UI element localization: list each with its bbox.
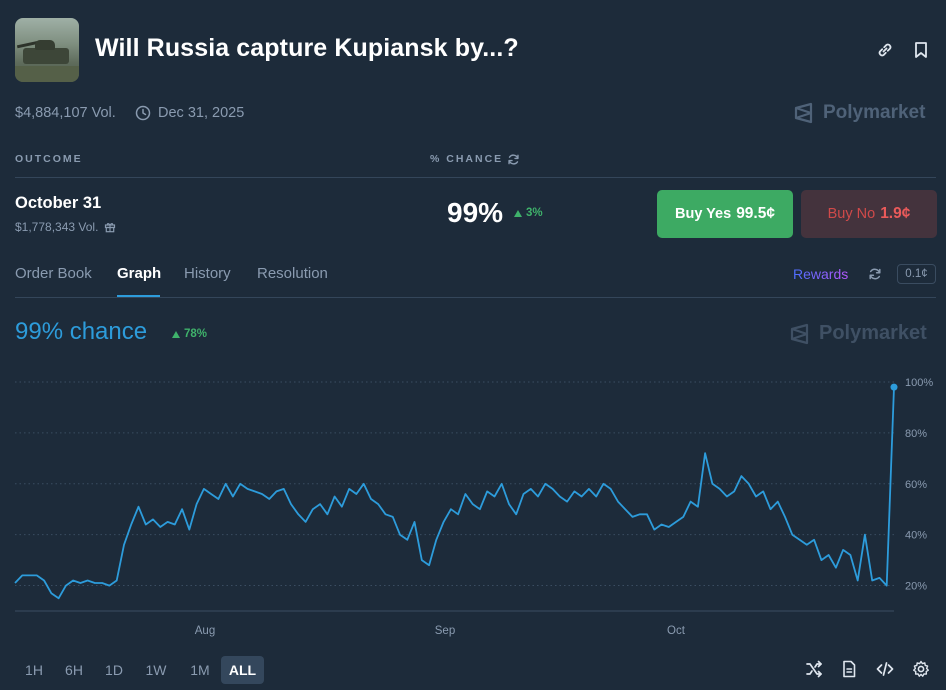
buy-yes-price: 99.5¢ <box>736 205 775 222</box>
polymarket-logo-icon <box>794 102 813 124</box>
table-divider <box>15 177 936 178</box>
tab-history[interactable]: History <box>184 265 231 282</box>
active-tab-indicator <box>117 295 160 297</box>
graph-up-arrow-icon <box>172 330 180 338</box>
market-thumbnail <box>15 18 79 82</box>
watermark-logo-icon <box>790 323 809 344</box>
buy-no-button[interactable]: Buy No 1.9¢ <box>801 190 937 238</box>
outcome-name: October 31 <box>15 194 102 212</box>
chart-x-tick-label: Aug <box>195 625 215 637</box>
chart-last-point <box>890 383 898 391</box>
outcome-volume-row: $1,778,343 Vol. <box>15 220 116 234</box>
chart-y-tick-label: 60% <box>905 479 927 491</box>
polymarket-logo: Polymarket <box>793 102 925 124</box>
chart-x-tick-label: Oct <box>667 625 686 637</box>
chart-watermark: Polymarket <box>789 322 927 345</box>
buy-no-label: Buy No <box>827 206 876 222</box>
range-button-1h[interactable]: 1H <box>25 662 43 678</box>
tab-order-book[interactable]: Order Book <box>15 265 92 282</box>
chart-series-line <box>14 387 895 600</box>
shuffle-icon[interactable] <box>804 659 824 679</box>
gear-icon[interactable] <box>911 659 931 679</box>
buy-no-price: 1.9¢ <box>880 205 911 222</box>
range-button-1d[interactable]: 1D <box>105 662 123 678</box>
outcome-delta-value: 3% <box>526 207 543 219</box>
outcome-chance: 99% <box>447 197 504 228</box>
buy-yes-button[interactable]: Buy Yes 99.5¢ <box>657 190 793 238</box>
rewards-refresh-icon[interactable] <box>868 267 882 281</box>
outcome-delta: 3% <box>514 207 543 219</box>
range-button-1w[interactable]: 1W <box>145 662 167 678</box>
market-volume: $4,884,107 Vol. <box>15 105 116 121</box>
price-chart[interactable]: 100% 80% 60% 40% 20% Aug Sep Oct <box>0 360 946 645</box>
clock-icon <box>135 105 151 121</box>
range-button-all[interactable]: ALL <box>221 656 264 684</box>
tab-graph[interactable]: Graph <box>117 265 162 282</box>
range-button-6h[interactable]: 6H <box>65 662 83 678</box>
watermark-text: Polymarket <box>819 322 927 344</box>
buy-yes-label: Buy Yes <box>675 206 732 222</box>
up-arrow-icon <box>514 209 522 217</box>
range-button-1m[interactable]: 1M <box>190 662 210 678</box>
tab-resolution[interactable]: Resolution <box>257 265 328 282</box>
graph-delta-value: 78% <box>184 328 208 340</box>
market-title: Will Russia capture Kupiansk by...? <box>95 34 519 62</box>
bookmark-icon[interactable] <box>911 40 931 60</box>
spread-badge[interactable]: 0.1¢ <box>897 264 936 284</box>
refresh-icon[interactable] <box>507 153 520 166</box>
graph-chance-headline: 99% chance <box>15 318 148 345</box>
outcome-volume: $1,778,343 Vol. <box>15 220 99 234</box>
chart-x-tick-label: Sep <box>435 625 455 637</box>
link-icon[interactable] <box>875 40 895 60</box>
document-icon[interactable] <box>839 659 859 679</box>
chance-header: % CHANCE <box>430 153 504 165</box>
gift-icon[interactable] <box>104 221 116 233</box>
polymarket-logo-text: Polymarket <box>823 102 926 123</box>
chart-y-tick-label: 100% <box>905 377 933 389</box>
rewards-link[interactable]: Rewards <box>793 266 849 282</box>
chart-y-tick-label: 20% <box>905 581 927 593</box>
outcome-header: OUTCOME <box>15 153 83 165</box>
chart-y-tick-label: 80% <box>905 428 927 440</box>
market-end-date: Dec 31, 2025 <box>158 105 245 121</box>
chart-y-tick-label: 40% <box>905 530 927 542</box>
graph-delta: 78% <box>172 328 207 340</box>
code-icon[interactable] <box>875 659 895 679</box>
tabs-divider <box>15 297 936 298</box>
